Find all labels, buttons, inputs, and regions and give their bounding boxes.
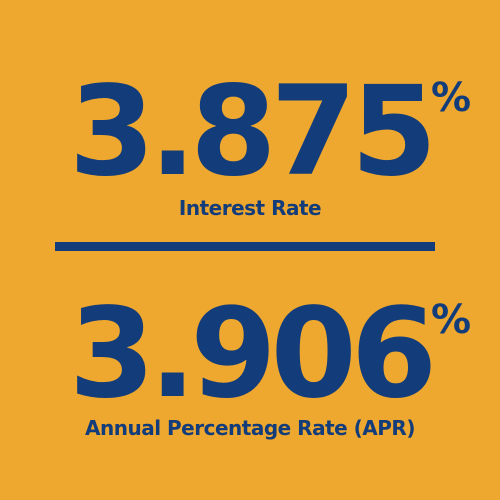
interest-rate-label: Interest Rate	[178, 196, 322, 220]
apr-block: 3.906% Annual Percentage Rate (APR)	[0, 292, 500, 440]
divider-line	[55, 242, 435, 251]
apr-label: Annual Percentage Rate (APR)	[85, 416, 415, 440]
interest-rate-block: 3.875% Interest Rate	[0, 70, 500, 220]
apr-value: 3.906	[68, 282, 437, 426]
interest-rate-value: 3.875	[68, 60, 437, 204]
interest-rate-value-line: 3.875%	[69, 70, 471, 194]
interest-rate-percent-symbol: %	[431, 75, 472, 121]
apr-percent-symbol: %	[431, 297, 472, 343]
apr-value-line: 3.906%	[69, 292, 471, 416]
